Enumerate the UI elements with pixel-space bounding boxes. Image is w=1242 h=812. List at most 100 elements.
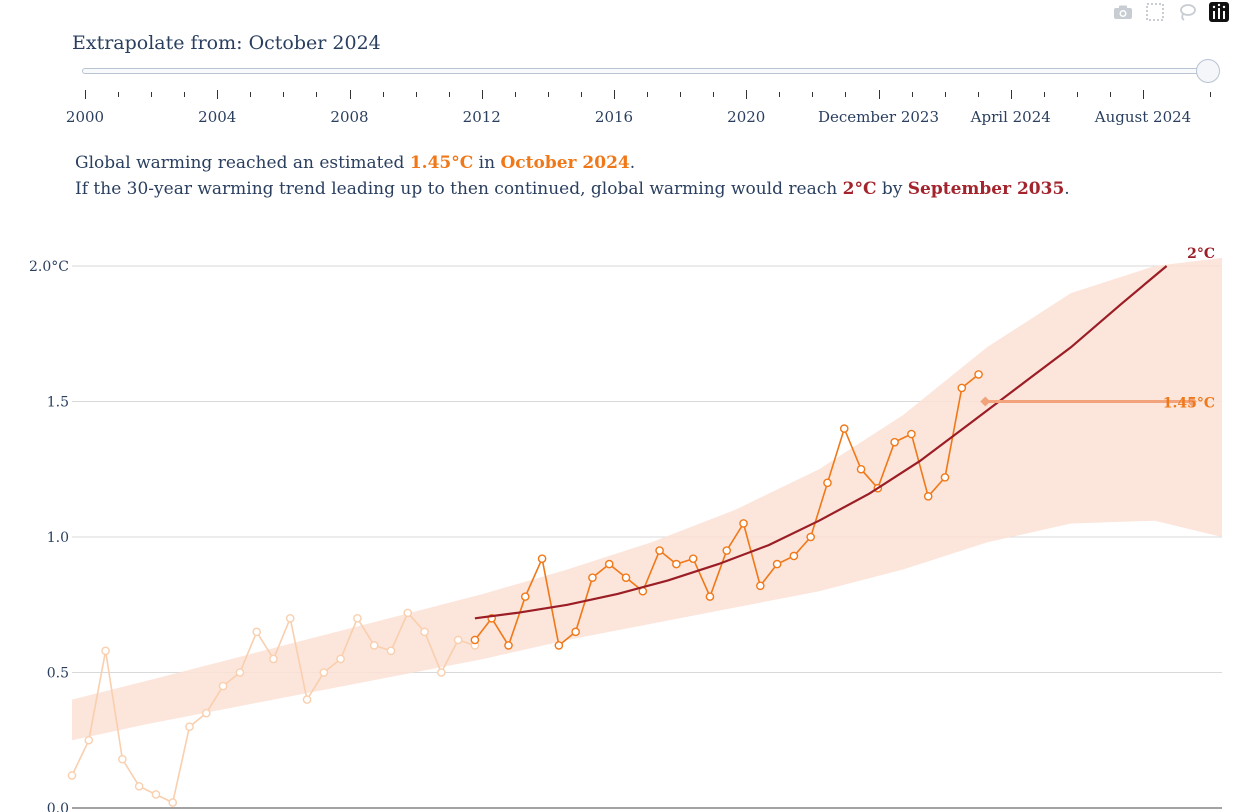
slider-minor-tick bbox=[1210, 92, 1211, 97]
observed-point bbox=[940, 473, 950, 482]
slider-minor-tick bbox=[1109, 92, 1111, 97]
observed-faded-point bbox=[302, 695, 312, 704]
modebar bbox=[1110, 0, 1232, 24]
slider-tick-label[interactable]: 2000 bbox=[65, 108, 105, 126]
slider-minor-tick bbox=[911, 92, 913, 97]
observed-faded-point bbox=[386, 646, 396, 656]
slider-minor-tick bbox=[580, 92, 582, 97]
info-line-1-end: . bbox=[629, 153, 636, 173]
slider-major-tick bbox=[349, 90, 351, 99]
trend-curve bbox=[474, 265, 1168, 620]
current-warming-value: 1.45°C bbox=[409, 153, 474, 173]
current-date: October 2024 bbox=[500, 153, 630, 173]
observed-faded-point bbox=[84, 735, 94, 745]
lasso-icon[interactable] bbox=[1174, 1, 1200, 23]
annotation-2c: 2°C bbox=[1187, 246, 1215, 262]
slider-major-tick bbox=[614, 90, 615, 99]
slider-tick-label[interactable]: 2012 bbox=[462, 108, 501, 126]
observed-faded-point bbox=[185, 722, 194, 732]
observed-point bbox=[974, 370, 983, 379]
observed-faded-point bbox=[269, 654, 278, 664]
threshold-marker bbox=[1186, 396, 1197, 407]
camera-icon[interactable] bbox=[1110, 1, 1136, 23]
slider-minor-tick bbox=[977, 92, 979, 97]
slider-label: Extrapolate from: October 2024 bbox=[72, 32, 381, 54]
observed-point bbox=[470, 635, 480, 645]
slider-minor-tick bbox=[779, 92, 781, 97]
observed-point bbox=[739, 519, 748, 528]
observed-point bbox=[504, 641, 513, 650]
observed-point bbox=[621, 573, 631, 582]
plotly-logo-icon[interactable] bbox=[1206, 1, 1232, 23]
slider-tick-label[interactable]: August 2024 bbox=[1094, 108, 1192, 126]
observed-point bbox=[923, 492, 933, 501]
slider-tick-label[interactable]: 2020 bbox=[727, 108, 766, 126]
observed-faded-point bbox=[336, 654, 345, 664]
slider-tick-label[interactable]: 2016 bbox=[594, 108, 634, 126]
slider-ticks: 2000 2004 2008 2012 2016 2020 December 2023 Apr… bbox=[0, 86, 1242, 136]
slider-major-tick bbox=[481, 90, 483, 99]
observed-faded-point bbox=[252, 627, 261, 637]
y-tick-label: 1.5 bbox=[47, 395, 69, 411]
observed-point bbox=[772, 559, 782, 569]
observed-point bbox=[856, 464, 866, 474]
slider-handle[interactable] bbox=[1196, 59, 1220, 83]
observed-point bbox=[537, 554, 547, 563]
slider-minor-tick bbox=[382, 92, 384, 97]
observed-point bbox=[604, 559, 614, 569]
slider-minor-tick bbox=[680, 92, 682, 97]
observed-point bbox=[806, 532, 815, 542]
observed-point bbox=[655, 546, 664, 555]
observed-faded-point bbox=[353, 614, 362, 623]
observed-point bbox=[588, 573, 597, 582]
y-tick-label: 1.0 bbox=[47, 530, 69, 546]
observed-point bbox=[688, 554, 698, 563]
target-date: September 2035 bbox=[907, 179, 1065, 199]
y-tick-label: 2.0°C bbox=[29, 259, 69, 275]
observed-point bbox=[957, 383, 967, 393]
slider-minor-tick bbox=[415, 92, 417, 97]
observed-faded-point bbox=[285, 614, 295, 623]
slider-minor-tick bbox=[316, 92, 318, 97]
observed-point bbox=[823, 478, 832, 488]
observed-point bbox=[839, 424, 849, 433]
observed-point bbox=[890, 437, 899, 447]
slider-minor-tick bbox=[547, 92, 549, 97]
info-text: Global warming reached an estimated 1.45… bbox=[75, 150, 1070, 202]
y-tick-label: 0.5 bbox=[47, 666, 69, 682]
select-box-icon[interactable] bbox=[1142, 1, 1168, 23]
y-tick-label: 0.0 bbox=[47, 801, 69, 812]
threshold-marker bbox=[980, 396, 991, 407]
slider-minor-tick bbox=[250, 92, 252, 97]
observed-point bbox=[672, 559, 681, 569]
slider-major-tick bbox=[878, 90, 880, 99]
slider-tick-label[interactable]: December 2023 bbox=[818, 108, 939, 126]
slider-major-tick bbox=[746, 90, 748, 99]
slider-minor-tick bbox=[118, 92, 120, 97]
slider-tick-label[interactable]: 2008 bbox=[330, 108, 369, 126]
info-line-2: If the 30-year warming trend leading up … bbox=[75, 176, 1070, 202]
slider-minor-tick bbox=[845, 92, 847, 97]
observed-faded-point bbox=[369, 641, 379, 650]
slider-minor-tick bbox=[944, 92, 946, 97]
observed-faded-point bbox=[420, 627, 429, 637]
slider-minor-tick bbox=[448, 92, 450, 97]
observed-faded-point bbox=[453, 635, 463, 645]
slider-minor-tick bbox=[184, 92, 186, 97]
info-line-2-mid: by bbox=[876, 179, 908, 199]
info-line-1: Global warming reached an estimated 1.45… bbox=[75, 150, 1070, 176]
slider-tick-label[interactable]: 2004 bbox=[198, 108, 237, 126]
slider-minor-tick bbox=[812, 92, 814, 97]
observed-point bbox=[571, 627, 580, 637]
slider-minor-tick bbox=[647, 92, 649, 97]
slider-minor-tick bbox=[151, 92, 153, 97]
observed-point bbox=[705, 592, 715, 601]
info-line-2-prefix: If the 30-year warming trend leading up … bbox=[75, 179, 843, 199]
slider-tick-label[interactable]: April 2024 bbox=[970, 108, 1051, 126]
info-line-1-prefix: Global warming reached an estimated bbox=[75, 153, 410, 173]
slider-major-tick bbox=[85, 90, 86, 99]
observed-faded-point bbox=[403, 608, 413, 618]
slider-major-tick bbox=[1010, 90, 1012, 99]
info-line-1-mid: in bbox=[473, 153, 501, 173]
slider-minor-tick bbox=[713, 92, 715, 97]
